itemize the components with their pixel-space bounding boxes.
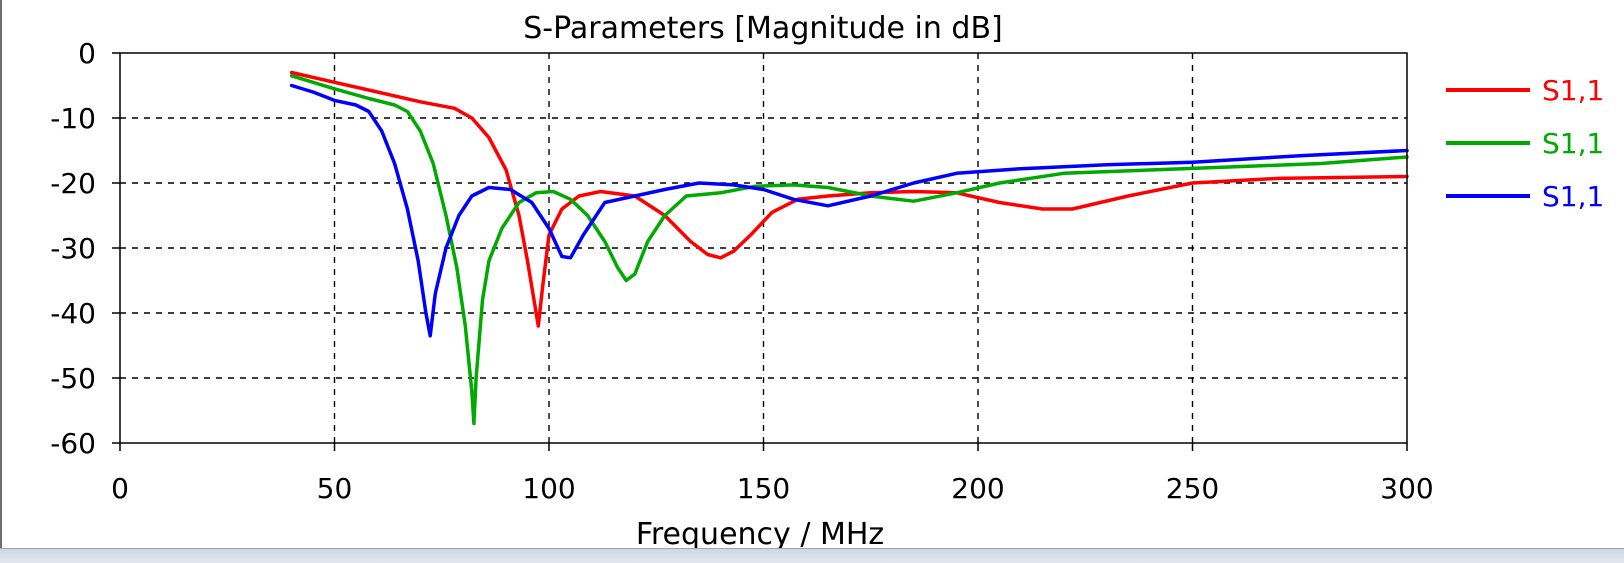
chart-title: S-Parameters [Magnitude in dB] bbox=[523, 11, 1003, 46]
y-tick-label: -40 bbox=[50, 297, 96, 330]
window-frame-left bbox=[0, 0, 2, 548]
tick-marks bbox=[112, 52, 1408, 451]
x-tick-label: 50 bbox=[317, 472, 353, 505]
y-tick-label: -10 bbox=[50, 102, 96, 135]
x-tick-label: 300 bbox=[1380, 472, 1433, 505]
x-axis-label: Frequency / MHz bbox=[636, 517, 884, 548]
series-layer bbox=[289, 70, 1409, 426]
legend: S1,1 S1,1 S1,1 bbox=[1446, 74, 1604, 213]
tick-labels: 0 50 100 150 200 250 300 0 -10 -20 -30 -40 -50 -60 bbox=[50, 37, 1433, 505]
legend-label-1: S1,1 bbox=[1542, 74, 1604, 107]
x-tick-label: 100 bbox=[522, 472, 575, 505]
x-tick-label: 250 bbox=[1166, 472, 1219, 505]
s-parameter-chart: 0 50 100 150 200 250 300 0 -10 -20 -30 -40 -50 -60 S-… bbox=[50, 11, 1604, 548]
x-tick-label: 0 bbox=[111, 472, 129, 505]
x-tick-label: 200 bbox=[951, 472, 1004, 505]
series-line-3 bbox=[289, 83, 1409, 338]
y-tick-label: -60 bbox=[50, 427, 96, 460]
legend-label-3: S1,1 bbox=[1542, 180, 1604, 213]
y-tick-label: -20 bbox=[50, 167, 96, 200]
y-tick-label: -30 bbox=[50, 232, 96, 265]
y-tick-label: -50 bbox=[50, 362, 96, 395]
series-line-2 bbox=[289, 74, 1409, 426]
legend-label-2: S1,1 bbox=[1542, 127, 1604, 160]
x-tick-label: 150 bbox=[737, 472, 790, 505]
window-bottom-bar bbox=[0, 548, 1624, 563]
y-tick-label: 0 bbox=[78, 37, 96, 70]
